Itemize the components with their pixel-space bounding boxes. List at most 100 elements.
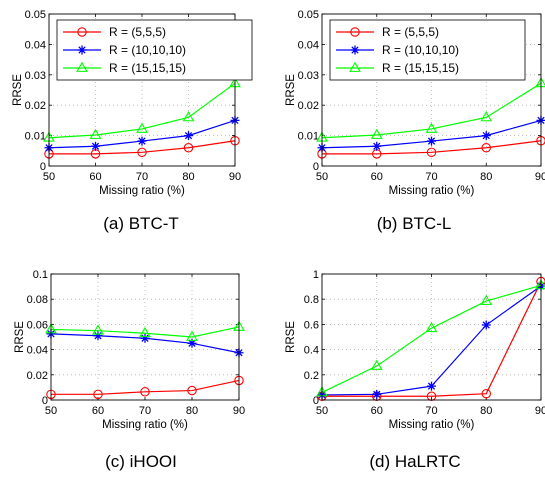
data-point [93, 331, 103, 341]
x-tick-label: 50 [43, 171, 55, 183]
chart-panel-2: 50 60 70 80 90 0 0.02 0.04 0.06 0.08 0.1 Missing ra… [14, 269, 245, 471]
x-tick-label: 60 [92, 405, 104, 417]
y-tick-label: 0.03 [25, 70, 46, 82]
data-point [136, 122, 148, 133]
series-line-2 [50, 326, 240, 338]
axes-frame [48, 13, 236, 167]
y-tick-label: 0.4 [304, 345, 319, 357]
data-point [480, 111, 493, 122]
data-point [370, 359, 383, 370]
series-line-2 [321, 284, 542, 393]
x-axis-label: Missing ratio (%) [99, 185, 185, 197]
legend-label: R = (15,15,15) [382, 61, 459, 75]
data-point [480, 294, 493, 306]
series-line-0 [51, 379, 240, 395]
chart-panel-3: 50 60 70 80 90 0 0.2 0.4 0.6 0.8 1 Missing ratio (%… [285, 269, 545, 471]
legend-marker [350, 27, 360, 37]
legend-label: R = (5,5,5) [109, 25, 166, 39]
axes-frame [321, 13, 542, 167]
legend: R = (5,5,5) R = (10,10,10) R = (15,15,15) [329, 19, 526, 81]
data-point [89, 128, 102, 139]
y-tick-label: 0.04 [25, 39, 46, 51]
x-tick-label: 80 [480, 171, 492, 183]
y-tick-label: 0.01 [298, 131, 319, 143]
y-tick-label: 0.02 [27, 370, 48, 382]
y-tick-label: 0.8 [304, 294, 319, 306]
x-axis-label: Missing ratio (%) [389, 419, 475, 431]
series-line-0 [49, 140, 236, 155]
legend-marker [349, 61, 361, 72]
data-point [427, 381, 436, 391]
axes-frame [50, 273, 240, 401]
y-tick-label: 0.08 [27, 294, 48, 306]
y-tick-label: 0.03 [298, 70, 319, 82]
y-tick-label: 0 [313, 161, 319, 173]
data-point [426, 136, 437, 146]
series-line-0 [322, 281, 542, 397]
x-tick-label: 60 [371, 171, 383, 183]
data-point [183, 143, 194, 153]
y-tick-label: 0.02 [298, 100, 319, 112]
data-point [184, 131, 193, 141]
data-point [186, 330, 198, 341]
x-tick-label: 50 [45, 405, 57, 417]
legend-label: R = (10,10,10) [382, 43, 459, 57]
plot-area [322, 274, 541, 400]
series-line-2 [321, 82, 542, 139]
data-point [92, 324, 104, 335]
data-point [425, 122, 438, 133]
data-point [370, 128, 383, 139]
y-tick-label: 0.04 [298, 39, 319, 51]
y-tick-label: 0.6 [304, 319, 319, 331]
y-tick-label: 0.05 [25, 9, 46, 21]
data-point [426, 147, 437, 158]
legend-marker [77, 45, 87, 55]
data-point [481, 131, 491, 141]
x-tick-label: 80 [480, 405, 492, 417]
y-tick-label: 0.1 [33, 269, 48, 281]
data-point [372, 389, 382, 399]
x-tick-label: 90 [229, 171, 241, 183]
y-tick-label: 1 [313, 269, 319, 281]
chart-panel-0: 50 60 70 80 90 0 0.01 0.02 0.03 0.04 0.05 Missing r… [12, 9, 253, 233]
y-tick-label: 0.05 [298, 9, 319, 21]
x-tick-label: 90 [233, 405, 245, 417]
legend-label: R = (15,15,15) [109, 61, 186, 75]
data-point [481, 320, 491, 330]
y-tick-label: 0.04 [27, 345, 48, 357]
data-point [137, 136, 147, 146]
y-tick-label: 0.2 [304, 370, 319, 382]
x-tick-label: 50 [316, 171, 328, 183]
x-tick-label: 50 [316, 405, 328, 417]
x-axis-label: Missing ratio (%) [389, 185, 475, 197]
data-point [372, 141, 382, 151]
x-tick-label: 90 [535, 171, 545, 183]
y-axis-label: RRSE [285, 74, 297, 106]
data-point [187, 338, 197, 348]
series-line-0 [322, 140, 542, 155]
legend-marker [77, 27, 87, 37]
y-axis-label: RRSE [12, 74, 24, 106]
legend-label: R = (10,10,10) [109, 43, 186, 57]
x-tick-label: 70 [425, 405, 437, 417]
legend-marker [350, 45, 360, 55]
legend: R = (5,5,5) R = (10,10,10) R = (15,15,15) [56, 19, 253, 81]
x-tick-label: 90 [535, 405, 545, 417]
data-point [187, 385, 197, 396]
x-axis-label: Missing ratio (%) [102, 419, 188, 431]
y-tick-label: 0.02 [25, 100, 46, 112]
y-tick-label: 0.01 [25, 131, 46, 143]
data-point [481, 388, 491, 399]
panel-caption: (c) iHOOI [105, 452, 177, 471]
legend-label: R = (5,5,5) [382, 25, 439, 39]
chart-panel-1: 50 60 70 80 90 0 0.01 0.02 0.03 0.04 0.05 Missing r… [285, 9, 545, 233]
y-tick-label: 0 [42, 395, 48, 407]
x-tick-label: 60 [371, 405, 383, 417]
y-tick-label: 0 [313, 395, 319, 407]
x-tick-label: 60 [89, 171, 101, 183]
legend-marker [76, 61, 88, 72]
data-point [140, 387, 150, 397]
x-tick-label: 70 [136, 171, 148, 183]
data-point [481, 143, 491, 153]
